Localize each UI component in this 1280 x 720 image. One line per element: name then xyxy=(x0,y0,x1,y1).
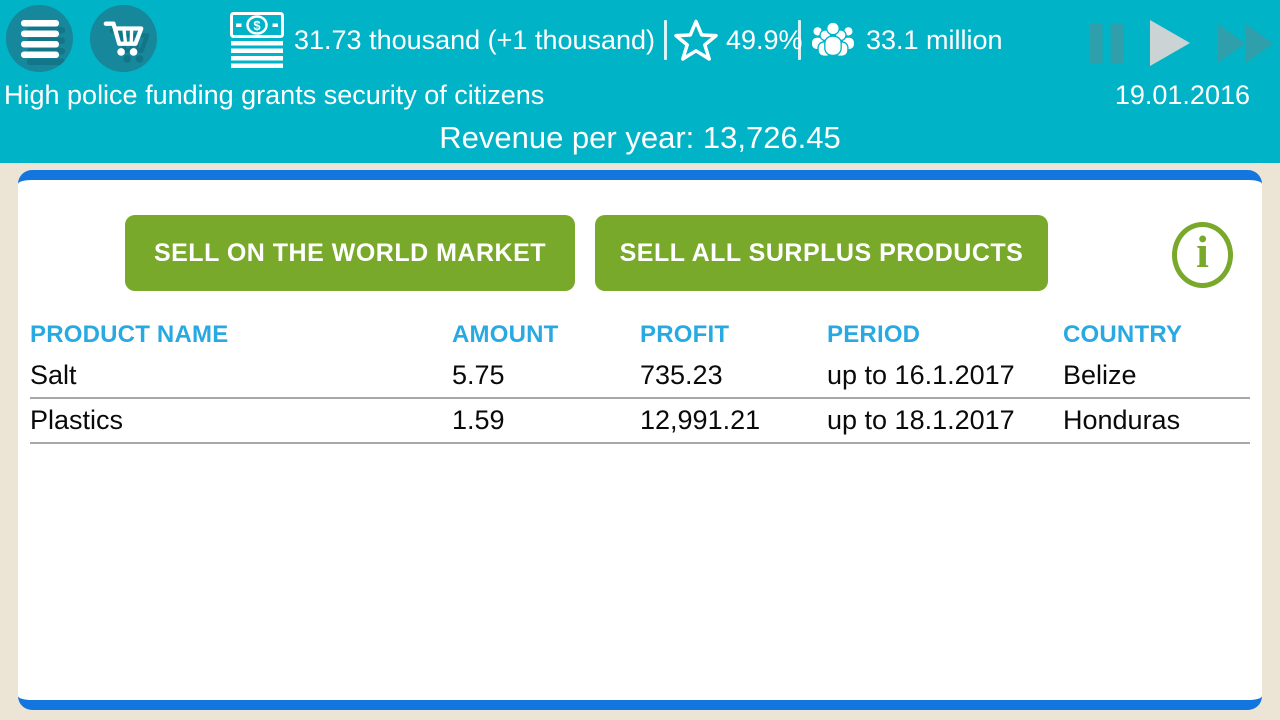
fast-forward-button[interactable] xyxy=(1218,24,1273,68)
contracts-table: PRODUCT NAME AMOUNT PROFIT PERIOD COUNTR… xyxy=(30,318,1250,444)
treasury-stat[interactable]: $ 31.73 thousand (+1 thousand) xyxy=(228,0,655,80)
cell-country: Honduras xyxy=(1063,405,1181,435)
stat-separator xyxy=(664,20,667,60)
col-header-country: COUNTRY xyxy=(1063,321,1183,348)
cell-country: Belize xyxy=(1063,360,1137,390)
sell-all-surplus-button[interactable]: SELL ALL SURPLUS PRODUCTS xyxy=(595,215,1048,291)
cell-period: up to 16.1.2017 xyxy=(827,360,1015,390)
trade-panel: SELL ON THE WORLD MARKET SELL ALL SURPLU… xyxy=(18,170,1262,710)
play-button[interactable] xyxy=(1150,20,1190,71)
cell-product-name: Salt xyxy=(30,360,77,390)
cell-amount: 5.75 xyxy=(452,360,505,390)
cell-profit: 735.23 xyxy=(640,360,723,390)
pause-icon xyxy=(1090,24,1123,63)
news-headline: High police funding grants security of c… xyxy=(4,80,545,110)
menu-button[interactable] xyxy=(6,5,73,72)
shopping-cart-icon xyxy=(103,21,143,56)
info-icon: i xyxy=(1196,226,1209,277)
approval-stat[interactable]: 49.9% xyxy=(674,0,803,80)
cell-amount: 1.59 xyxy=(452,405,505,435)
money-icon: $ xyxy=(230,12,284,68)
shop-button[interactable] xyxy=(90,5,157,72)
col-header-period: PERIOD xyxy=(827,321,921,348)
info-button[interactable]: i xyxy=(1172,222,1233,288)
stat-separator xyxy=(798,20,801,60)
cell-period: up to 18.1.2017 xyxy=(827,405,1015,435)
play-icon xyxy=(1150,20,1190,66)
actions-row: SELL ON THE WORLD MARKET SELL ALL SURPLU… xyxy=(18,215,1262,291)
col-header-amount: AMOUNT xyxy=(452,321,559,348)
table-row[interactable]: Salt 5.75 735.23 up to 16.1.2017 Belize xyxy=(30,354,1250,399)
pause-button[interactable] xyxy=(1090,24,1123,68)
fast-forward-icon xyxy=(1218,24,1273,63)
top-status-bar: $ 31.73 thousand (+1 thousand) 49.9% xyxy=(0,0,1280,163)
revenue-row: Revenue per year: 13,726.45 xyxy=(0,120,1280,156)
revenue-per-year: Revenue per year: 13,726.45 xyxy=(439,120,841,155)
game-date: 19.01.2016 xyxy=(1114,80,1250,110)
population-stat[interactable]: 33.1 million xyxy=(808,0,1003,80)
sell-world-market-button[interactable]: SELL ON THE WORLD MARKET xyxy=(125,215,575,291)
news-row: High police funding grants security of c… xyxy=(0,80,1280,116)
treasury-value: 31.73 thousand (+1 thousand) xyxy=(294,24,656,55)
table-header-row: PRODUCT NAME AMOUNT PROFIT PERIOD COUNTR… xyxy=(30,318,1250,352)
population-value: 33.1 million xyxy=(866,24,1003,55)
col-header-profit: PROFIT xyxy=(640,321,730,348)
table-row[interactable]: Plastics 1.59 12,991.21 up to 18.1.2017 … xyxy=(30,399,1250,444)
hamburger-icon xyxy=(20,19,59,58)
cell-product-name: Plastics xyxy=(30,405,124,435)
cell-profit: 12,991.21 xyxy=(640,405,761,435)
approval-value: 49.9% xyxy=(726,24,803,55)
col-header-product-name: PRODUCT NAME xyxy=(30,321,229,348)
population-icon xyxy=(810,21,856,58)
svg-text:$: $ xyxy=(253,18,261,33)
star-icon xyxy=(674,19,718,61)
